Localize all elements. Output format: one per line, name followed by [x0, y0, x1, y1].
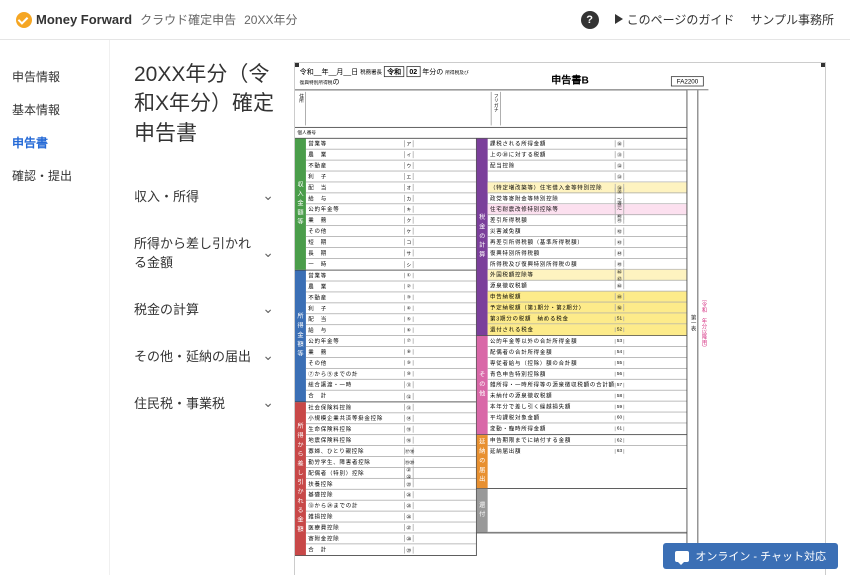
- left-column: 20XX年分（令和X年分）確定申告書 収入・所得⌄所得から差し引かれる金額⌄税金…: [134, 60, 274, 555]
- sidebar-item[interactable]: 基本情報: [12, 93, 109, 126]
- chat-label: オンライン - チャット対応: [695, 548, 826, 564]
- chevron-down-icon: ⌄: [262, 187, 274, 204]
- play-icon: [615, 14, 623, 24]
- chevron-down-icon: ⌄: [262, 300, 274, 317]
- accordion-item[interactable]: 住民税・事業税 ⌄: [134, 379, 274, 426]
- accordion-label: 収入・所得: [134, 186, 199, 205]
- main: 申告情報基本情報申告書確認・提出 20XX年分（令和X年分）確定申告書 収入・所…: [0, 40, 850, 575]
- logo-icon: [16, 12, 32, 28]
- accordion-item[interactable]: 収入・所得 ⌄: [134, 172, 274, 219]
- form-preview[interactable]: 令和__年__月__日 税務署長 令和 02 年分の 所得税及び復興特別所得税の…: [294, 62, 826, 575]
- help-icon[interactable]: ?: [581, 11, 599, 29]
- header-left: Money Forward クラウド確定申告 20XX年分: [16, 11, 297, 28]
- chevron-down-icon: ⌄: [262, 347, 274, 364]
- header-right: ? このページのガイド サンプル事務所: [581, 11, 834, 29]
- content: 20XX年分（令和X年分）確定申告書 収入・所得⌄所得から差し引かれる金額⌄税金…: [110, 40, 850, 575]
- page-guide-link[interactable]: このページのガイド: [615, 11, 735, 28]
- chevron-down-icon: ⌄: [262, 244, 274, 261]
- app-header: Money Forward クラウド確定申告 20XX年分 ? このページのガイ…: [0, 0, 850, 40]
- year-tag: 20XX年分: [244, 11, 297, 28]
- accordion-item[interactable]: 税金の計算 ⌄: [134, 285, 274, 332]
- office-name[interactable]: サンプル事務所: [750, 11, 834, 28]
- accordion-label: 住民税・事業税: [134, 393, 225, 412]
- product-name: クラウド確定申告: [140, 11, 236, 28]
- accordion-item[interactable]: 所得から差し引かれる金額⌄: [134, 219, 274, 285]
- accordion-item[interactable]: その他・延納の届出 ⌄: [134, 332, 274, 379]
- resize-handle[interactable]: [821, 62, 826, 67]
- page-title: 20XX年分（令和X年分）確定申告書: [134, 60, 274, 148]
- sidebar-item[interactable]: 申告情報: [12, 60, 109, 93]
- accordion-label: 税金の計算: [134, 299, 199, 318]
- sidebar-item[interactable]: 確認・提出: [12, 159, 109, 192]
- logo-text: Money Forward: [36, 12, 132, 27]
- chevron-down-icon: ⌄: [262, 394, 274, 411]
- chat-icon: [675, 551, 689, 562]
- accordion-label: その他・延納の届出: [134, 346, 251, 365]
- accordion-label: 所得から差し引かれる金額: [134, 233, 262, 271]
- sidebar-item[interactable]: 申告書: [12, 126, 109, 159]
- sidebar: 申告情報基本情報申告書確認・提出: [0, 40, 110, 575]
- chat-button[interactable]: オンライン - チャット対応: [663, 543, 838, 569]
- form-preview-wrap: 令和__年__月__日 税務署長 令和 02 年分の 所得税及び復興特別所得税の…: [294, 60, 826, 555]
- logo[interactable]: Money Forward: [16, 12, 132, 28]
